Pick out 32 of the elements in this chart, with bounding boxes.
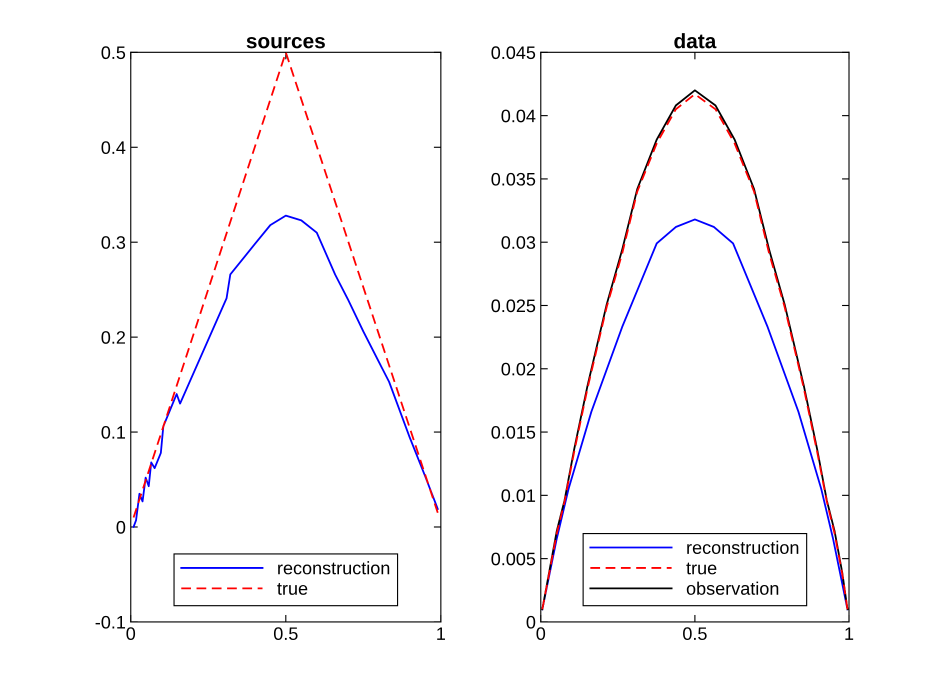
y-tick-label: 0.01 [501,489,536,502]
y-tick-label: 0.045 [491,46,536,60]
line-series [541,218,848,610]
x-tick-label: 1 [437,627,445,640]
y-tick-label: 0.1 [102,426,126,439]
y-tick-label: 0.005 [491,552,536,566]
y-tick-label: 0.015 [491,426,536,439]
y-tick-label: 0 [526,616,536,629]
legend-label: true [277,583,308,595]
y-tick-label: -0.1 [96,616,126,629]
chart-title: sources [246,36,325,48]
y-tick-label: 0.5 [102,46,126,60]
y-tick-label: 0.3 [102,236,126,249]
legend-label: reconstruction [278,561,390,574]
y-tick-label: 0.4 [102,141,126,154]
y-tick-label: 0.03 [501,236,536,249]
x-tick-label: 0 [536,627,546,640]
legend-label: observation [686,582,778,595]
legend-label: true [686,562,716,574]
chart-title: data [674,33,716,48]
legend-label: reconstruction [687,540,798,554]
x-tick-label: 0 [126,627,136,640]
y-tick-label: 0 [116,520,126,534]
x-tick-label: 0.5 [683,627,707,640]
y-tick-label: 0.2 [102,331,125,344]
y-tick-label: 0.025 [491,299,536,312]
y-tick-label: 0.02 [501,362,536,376]
y-tick-label: 0.04 [501,110,536,122]
y-tick-label: 0.035 [491,172,536,186]
x-tick-label: 0.5 [274,627,298,640]
line-series [132,214,439,528]
x-tick-label: 1 [845,627,854,640]
